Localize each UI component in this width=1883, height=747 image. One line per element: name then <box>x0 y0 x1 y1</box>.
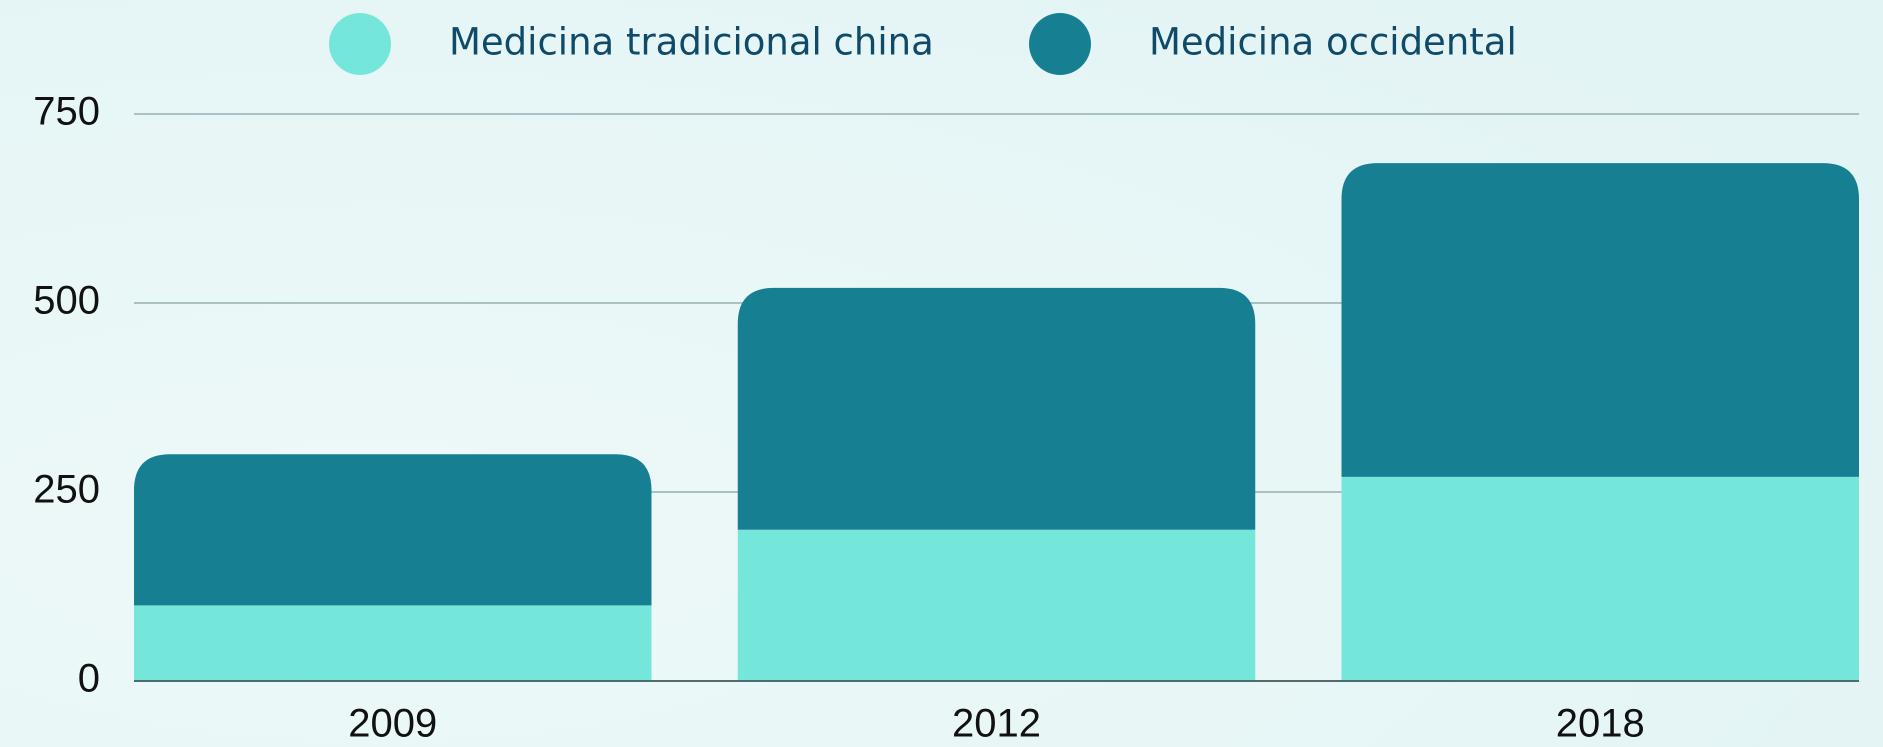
bar-segment <box>737 287 1256 530</box>
labels: 0 250 500 750 Medicina tradicional china Medi… <box>33 13 1645 746</box>
bar-segment <box>134 454 652 606</box>
x-tick-label: 2012 <box>952 702 1041 746</box>
legend-label: Medicina tradicional china <box>449 21 934 64</box>
y-tick-label: 500 <box>33 279 100 323</box>
legend-label: Medicina occidental <box>1149 21 1517 64</box>
x-tick-label: 2018 <box>1556 702 1645 746</box>
legend-swatch <box>329 13 391 75</box>
y-tick-label: 750 <box>33 90 100 134</box>
bar-segment <box>1341 476 1859 681</box>
bars <box>134 163 1859 682</box>
y-tick-label: 250 <box>33 468 100 512</box>
bar-segment <box>737 529 1256 681</box>
bar-segment <box>1341 163 1859 477</box>
bar-segment <box>134 605 652 681</box>
y-tick-label: 0 <box>78 657 100 701</box>
x-tick-label: 2009 <box>348 702 437 746</box>
legend-swatch <box>1029 13 1091 75</box>
